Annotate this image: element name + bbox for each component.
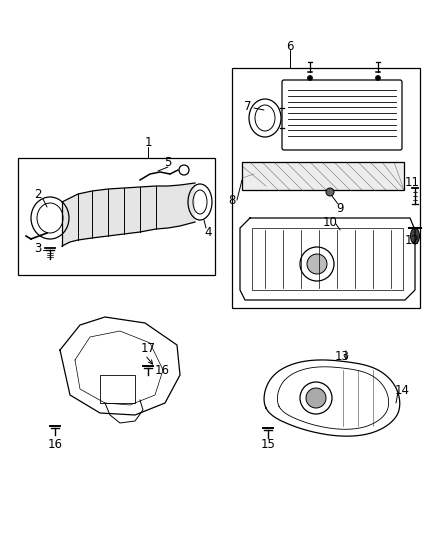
Bar	[100, 375, 135, 403]
Ellipse shape	[326, 188, 334, 196]
Text: 14: 14	[395, 384, 410, 397]
Ellipse shape	[375, 76, 381, 80]
Text: 8: 8	[228, 193, 236, 206]
Text: 5: 5	[164, 157, 172, 169]
Text: 12: 12	[405, 233, 420, 246]
Ellipse shape	[306, 388, 326, 408]
Ellipse shape	[410, 228, 420, 244]
Bar	[232, 68, 420, 308]
Text: 7: 7	[244, 100, 252, 112]
Polygon shape	[242, 162, 404, 190]
Text: 2: 2	[34, 189, 42, 201]
Text: 17: 17	[141, 342, 155, 354]
Text: 11: 11	[405, 176, 420, 190]
Ellipse shape	[307, 76, 312, 80]
Polygon shape	[62, 183, 195, 246]
Text: 1: 1	[144, 135, 152, 149]
Text: 16: 16	[155, 364, 170, 376]
Text: 3: 3	[34, 241, 42, 254]
Text: 4: 4	[204, 225, 212, 238]
Text: 13: 13	[335, 350, 350, 362]
Text: 10: 10	[322, 215, 337, 229]
Text: 16: 16	[47, 439, 63, 451]
Ellipse shape	[307, 254, 327, 274]
Bar	[242, 162, 404, 190]
Bar	[252, 228, 403, 290]
Text: 6: 6	[286, 39, 294, 52]
Text: 15: 15	[261, 439, 276, 451]
Text: 9: 9	[336, 201, 344, 214]
Bar	[18, 158, 215, 275]
